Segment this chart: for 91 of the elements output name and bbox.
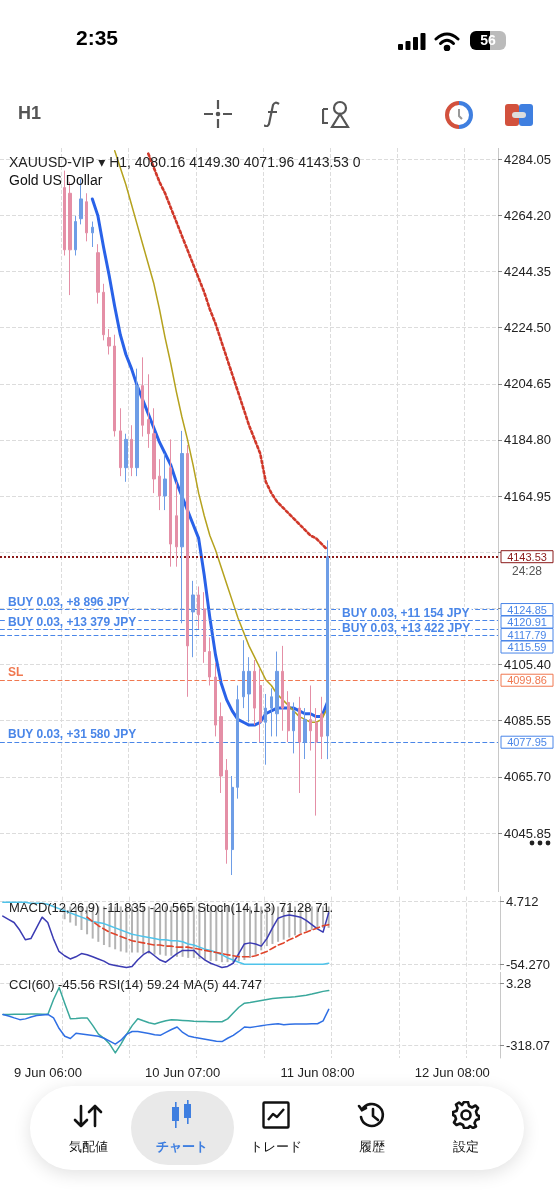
- y-tick-label: 4204.65: [504, 376, 552, 392]
- candlestick: [147, 373, 150, 449]
- y-tick-label: 4244.35: [504, 263, 552, 279]
- candlestick: [113, 334, 116, 438]
- ref-line-label: BUY 0.03, +31 580 JPY: [8, 727, 137, 742]
- candlestick: [163, 453, 167, 511]
- candlestick: [326, 539, 329, 760]
- text: 設定: [452, 1138, 480, 1156]
- candlestick: [197, 585, 200, 630]
- line-series: [86, 916, 330, 958]
- candlestick: [124, 433, 128, 483]
- x-tick-label: 12 Jun 08:00: [414, 1065, 490, 1080]
- candlestick: [231, 775, 234, 876]
- text: 2:35: [76, 26, 119, 50]
- candlestick: [158, 458, 161, 511]
- candlestick: [191, 580, 195, 658]
- candlestick: [91, 221, 94, 248]
- y-tick-label: 4065.70: [504, 769, 552, 785]
- line-series: [2, 901, 330, 966]
- y-tick-label: 4164.95: [504, 488, 552, 504]
- candlestick: [203, 591, 206, 664]
- text: 4099.86: [507, 674, 547, 687]
- x-tick-label: 9 Jun 06:00: [13, 1065, 82, 1080]
- y-tick-label: -54.270: [506, 957, 551, 973]
- y-tick-label: 4184.80: [504, 432, 552, 448]
- candlestick: [102, 283, 105, 341]
- text: 4115.59: [507, 641, 547, 654]
- text: トレード: [249, 1138, 303, 1156]
- candlestick: [169, 438, 172, 568]
- candlestick: [270, 687, 273, 737]
- y-tick-label: -318.07: [506, 1038, 551, 1054]
- candlestick: [281, 645, 284, 732]
- y-tick-label: 4284.05: [504, 151, 552, 167]
- candlestick: [236, 684, 239, 800]
- candlestick: [275, 651, 279, 737]
- text: チャート: [155, 1138, 209, 1156]
- candlestick: [141, 356, 144, 438]
- text: 24:28: [511, 563, 543, 578]
- candlestick: [315, 707, 318, 817]
- x-tick-label: 11 Jun 08:00: [280, 1065, 355, 1080]
- candlestick: [320, 696, 323, 760]
- ref-line-label: SL: [8, 665, 24, 680]
- text: 4143.53: [507, 550, 547, 563]
- candlestick: [253, 659, 256, 726]
- x-tick-label: 10 Jun 07:00: [145, 1065, 221, 1080]
- candlestick: [63, 170, 66, 256]
- candlestick: [135, 368, 139, 477]
- text: 4120.91: [507, 616, 547, 629]
- y-tick-label: 3.28: [506, 975, 532, 991]
- y-tick-label: 4105.40: [504, 657, 552, 673]
- text: 4077.95: [507, 736, 547, 749]
- candlestick: [107, 328, 111, 356]
- text: 気配値: [67, 1138, 109, 1156]
- candlestick: [309, 684, 312, 752]
- candlestick: [298, 696, 301, 794]
- candlestick: [130, 424, 133, 477]
- candlestick: [225, 758, 228, 865]
- ref-line-label: BUY 0.03, +13 422 JPY: [342, 620, 471, 635]
- y-tick-label: 4085.55: [504, 713, 552, 729]
- candlestick: [180, 430, 184, 624]
- candlestick: [96, 243, 100, 305]
- text: 履歴: [358, 1138, 386, 1156]
- text: 4117.79: [507, 628, 547, 641]
- candlestick: [259, 668, 262, 743]
- candlestick: [152, 407, 156, 494]
- candlestick: [85, 192, 88, 242]
- candlestick: [175, 481, 178, 568]
- chart-title: CCI(60) -45.56 RSI(14) 59.24 MA(5) 44.747: [9, 977, 262, 992]
- y-tick-label: 4224.50: [504, 320, 552, 336]
- candlestick: [186, 444, 189, 698]
- candlestick: [264, 693, 267, 766]
- candlestick: [208, 636, 211, 686]
- y-tick-label: 4264.20: [504, 207, 552, 223]
- text: H1: [18, 103, 42, 124]
- candlestick: [247, 656, 251, 723]
- y-tick-label: 4.712: [506, 893, 539, 909]
- ref-line-label: BUY 0.03, +8 896 JPY: [8, 594, 130, 609]
- text: Gold US Dollar: [9, 172, 103, 188]
- candlestick: [119, 407, 122, 477]
- candlestick: [219, 701, 223, 794]
- candlestick: [242, 639, 245, 709]
- candlestick: [303, 707, 307, 760]
- candlestick: [292, 701, 295, 754]
- ref-line-label: BUY 0.03, +13 379 JPY: [8, 614, 137, 629]
- ref-line-label: BUY 0.03, +11 154 JPY: [342, 605, 470, 620]
- candlestick: [287, 690, 290, 743]
- line-series: [2, 1008, 330, 1045]
- y-tick-label: 4045.85: [504, 825, 552, 841]
- candlestick: [214, 662, 217, 737]
- candlestick: [74, 215, 77, 256]
- text: 4124.85: [507, 603, 547, 616]
